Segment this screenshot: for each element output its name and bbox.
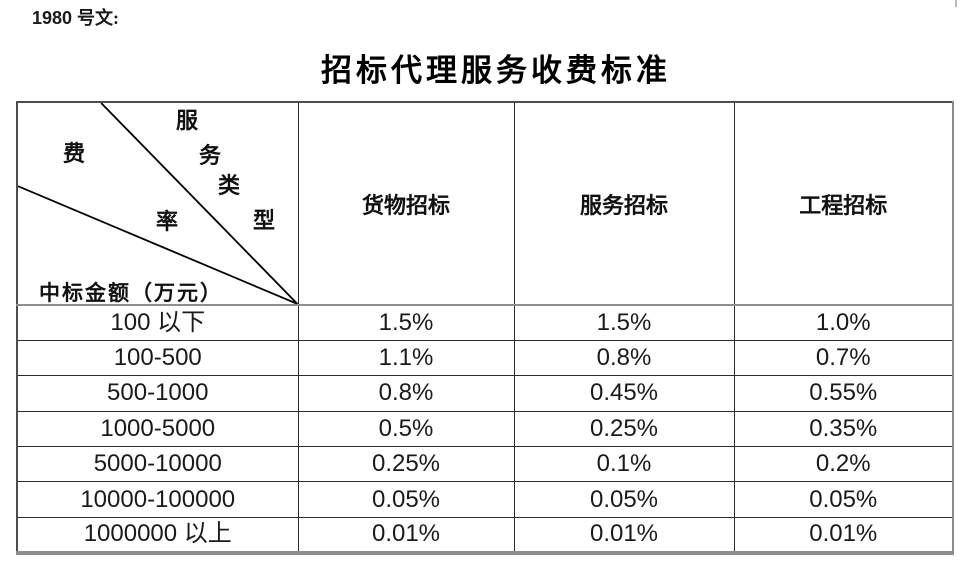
diagonal-divider xyxy=(18,103,297,303)
rate-cell: 0.45% xyxy=(513,375,735,412)
rate-cell: 0.01% xyxy=(733,516,954,554)
amount-cell: 10000-100000 xyxy=(16,481,299,518)
rate-cell: 0.35% xyxy=(733,410,954,448)
amount-cell: 100-500 xyxy=(16,339,299,377)
rate-cell: 0.7% xyxy=(733,339,954,377)
corner-char-service: 服 xyxy=(176,108,199,133)
doc-reference-number: 1980 xyxy=(32,8,73,28)
rate-cell: 0.8% xyxy=(297,375,515,412)
table-row: 5000-10000 0.25% 0.1% 0.2% xyxy=(16,446,954,483)
rate-cell: 0.1% xyxy=(513,446,735,483)
page-edge-artifact xyxy=(955,0,957,7)
amount-cell: 100 以下 xyxy=(16,304,299,341)
table-corner-header: 服 务 类 型 费 率 中标金额（万元） xyxy=(16,101,299,306)
amount-cell: 1000000 以上 xyxy=(16,516,299,554)
page-title: 招标代理服务收费标准 xyxy=(321,53,671,88)
table-row: 500-1000 0.8% 0.45% 0.55% xyxy=(16,375,954,412)
rate-cell: 0.5% xyxy=(297,410,515,448)
rate-cell: 1.1% xyxy=(297,339,515,377)
rate-cell: 0.2% xyxy=(733,446,954,483)
rate-cell: 0.8% xyxy=(513,339,735,377)
rate-cell: 1.5% xyxy=(513,304,735,341)
column-header-engineering: 工程招标 xyxy=(733,101,954,306)
rate-cell: 1.0% xyxy=(733,304,954,341)
doc-reference-label: 号文: xyxy=(77,8,120,28)
rate-cell: 0.05% xyxy=(733,481,954,518)
rate-cell: 0.01% xyxy=(297,516,515,554)
rate-cell: 0.55% xyxy=(733,375,954,412)
rate-cell: 0.01% xyxy=(513,516,735,554)
table-row: 1000-5000 0.5% 0.25% 0.35% xyxy=(16,410,954,448)
table-row: 100 以下 1.5% 1.5% 1.0% xyxy=(16,304,954,341)
corner-char-service: 型 xyxy=(253,208,276,233)
corner-char-fee-rate: 费 xyxy=(63,141,86,166)
column-header-goods: 货物招标 xyxy=(297,101,515,306)
table-row: 10000-100000 0.05% 0.05% 0.05% xyxy=(16,481,954,518)
header-row: 服 务 类 型 费 率 中标金额（万元） 货物招标 服务招标 工程招标 xyxy=(16,101,954,306)
rate-cell: 0.25% xyxy=(513,410,735,448)
rate-cell: 0.25% xyxy=(297,446,515,483)
table-row: 1000000 以上 0.01% 0.01% 0.01% xyxy=(16,516,954,554)
rate-cell: 0.05% xyxy=(297,481,515,518)
fee-standard-table: 服 务 类 型 费 率 中标金额（万元） 货物招标 服务招标 工程招标 100 … xyxy=(16,101,954,555)
table-row: 100-500 1.1% 0.8% 0.7% xyxy=(16,339,954,377)
corner-char-service: 务 xyxy=(199,143,222,168)
rate-cell: 1.5% xyxy=(297,304,515,341)
amount-cell: 1000-5000 xyxy=(16,410,299,448)
doc-reference: 1980 号文: xyxy=(32,4,119,30)
amount-cell: 500-1000 xyxy=(16,375,299,412)
rate-cell: 0.05% xyxy=(513,481,735,518)
corner-char-service: 类 xyxy=(218,173,241,198)
amount-cell: 5000-10000 xyxy=(16,446,299,483)
amount-axis-label: 中标金额（万元） xyxy=(39,281,223,305)
column-header-service: 服务招标 xyxy=(513,101,735,306)
corner-char-fee-rate: 率 xyxy=(156,209,179,234)
